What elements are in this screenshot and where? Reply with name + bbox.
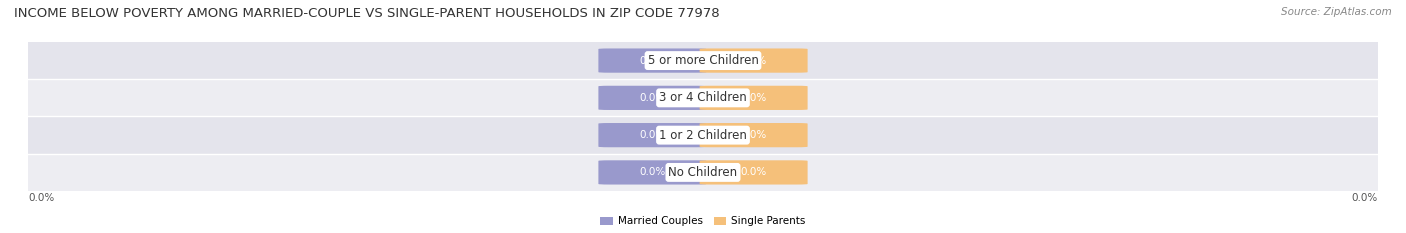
Text: 0.0%: 0.0% (640, 168, 665, 177)
FancyBboxPatch shape (700, 160, 807, 185)
FancyBboxPatch shape (599, 123, 706, 147)
Bar (28, 116, 1378, 154)
Text: 0.0%: 0.0% (741, 56, 766, 65)
FancyBboxPatch shape (700, 48, 807, 73)
Bar (28, 79, 1378, 116)
Legend: Married Couples, Single Parents: Married Couples, Single Parents (596, 212, 810, 231)
Text: 0.0%: 0.0% (1351, 193, 1378, 203)
Text: 5 or more Children: 5 or more Children (648, 54, 758, 67)
Text: 0.0%: 0.0% (741, 130, 766, 140)
Text: 0.0%: 0.0% (741, 93, 766, 103)
Bar (28, 154, 1378, 191)
Text: 0.0%: 0.0% (640, 93, 665, 103)
Text: No Children: No Children (668, 166, 738, 179)
Text: 0.0%: 0.0% (640, 56, 665, 65)
FancyBboxPatch shape (599, 86, 706, 110)
FancyBboxPatch shape (599, 48, 706, 73)
FancyBboxPatch shape (700, 86, 807, 110)
FancyBboxPatch shape (700, 123, 807, 147)
Text: 0.0%: 0.0% (640, 130, 665, 140)
Text: 0.0%: 0.0% (741, 168, 766, 177)
Text: 1 or 2 Children: 1 or 2 Children (659, 129, 747, 142)
Text: INCOME BELOW POVERTY AMONG MARRIED-COUPLE VS SINGLE-PARENT HOUSEHOLDS IN ZIP COD: INCOME BELOW POVERTY AMONG MARRIED-COUPL… (14, 7, 720, 20)
Text: 3 or 4 Children: 3 or 4 Children (659, 91, 747, 104)
Bar (28, 42, 1378, 79)
Text: Source: ZipAtlas.com: Source: ZipAtlas.com (1281, 7, 1392, 17)
Text: 0.0%: 0.0% (28, 193, 55, 203)
FancyBboxPatch shape (599, 160, 706, 185)
